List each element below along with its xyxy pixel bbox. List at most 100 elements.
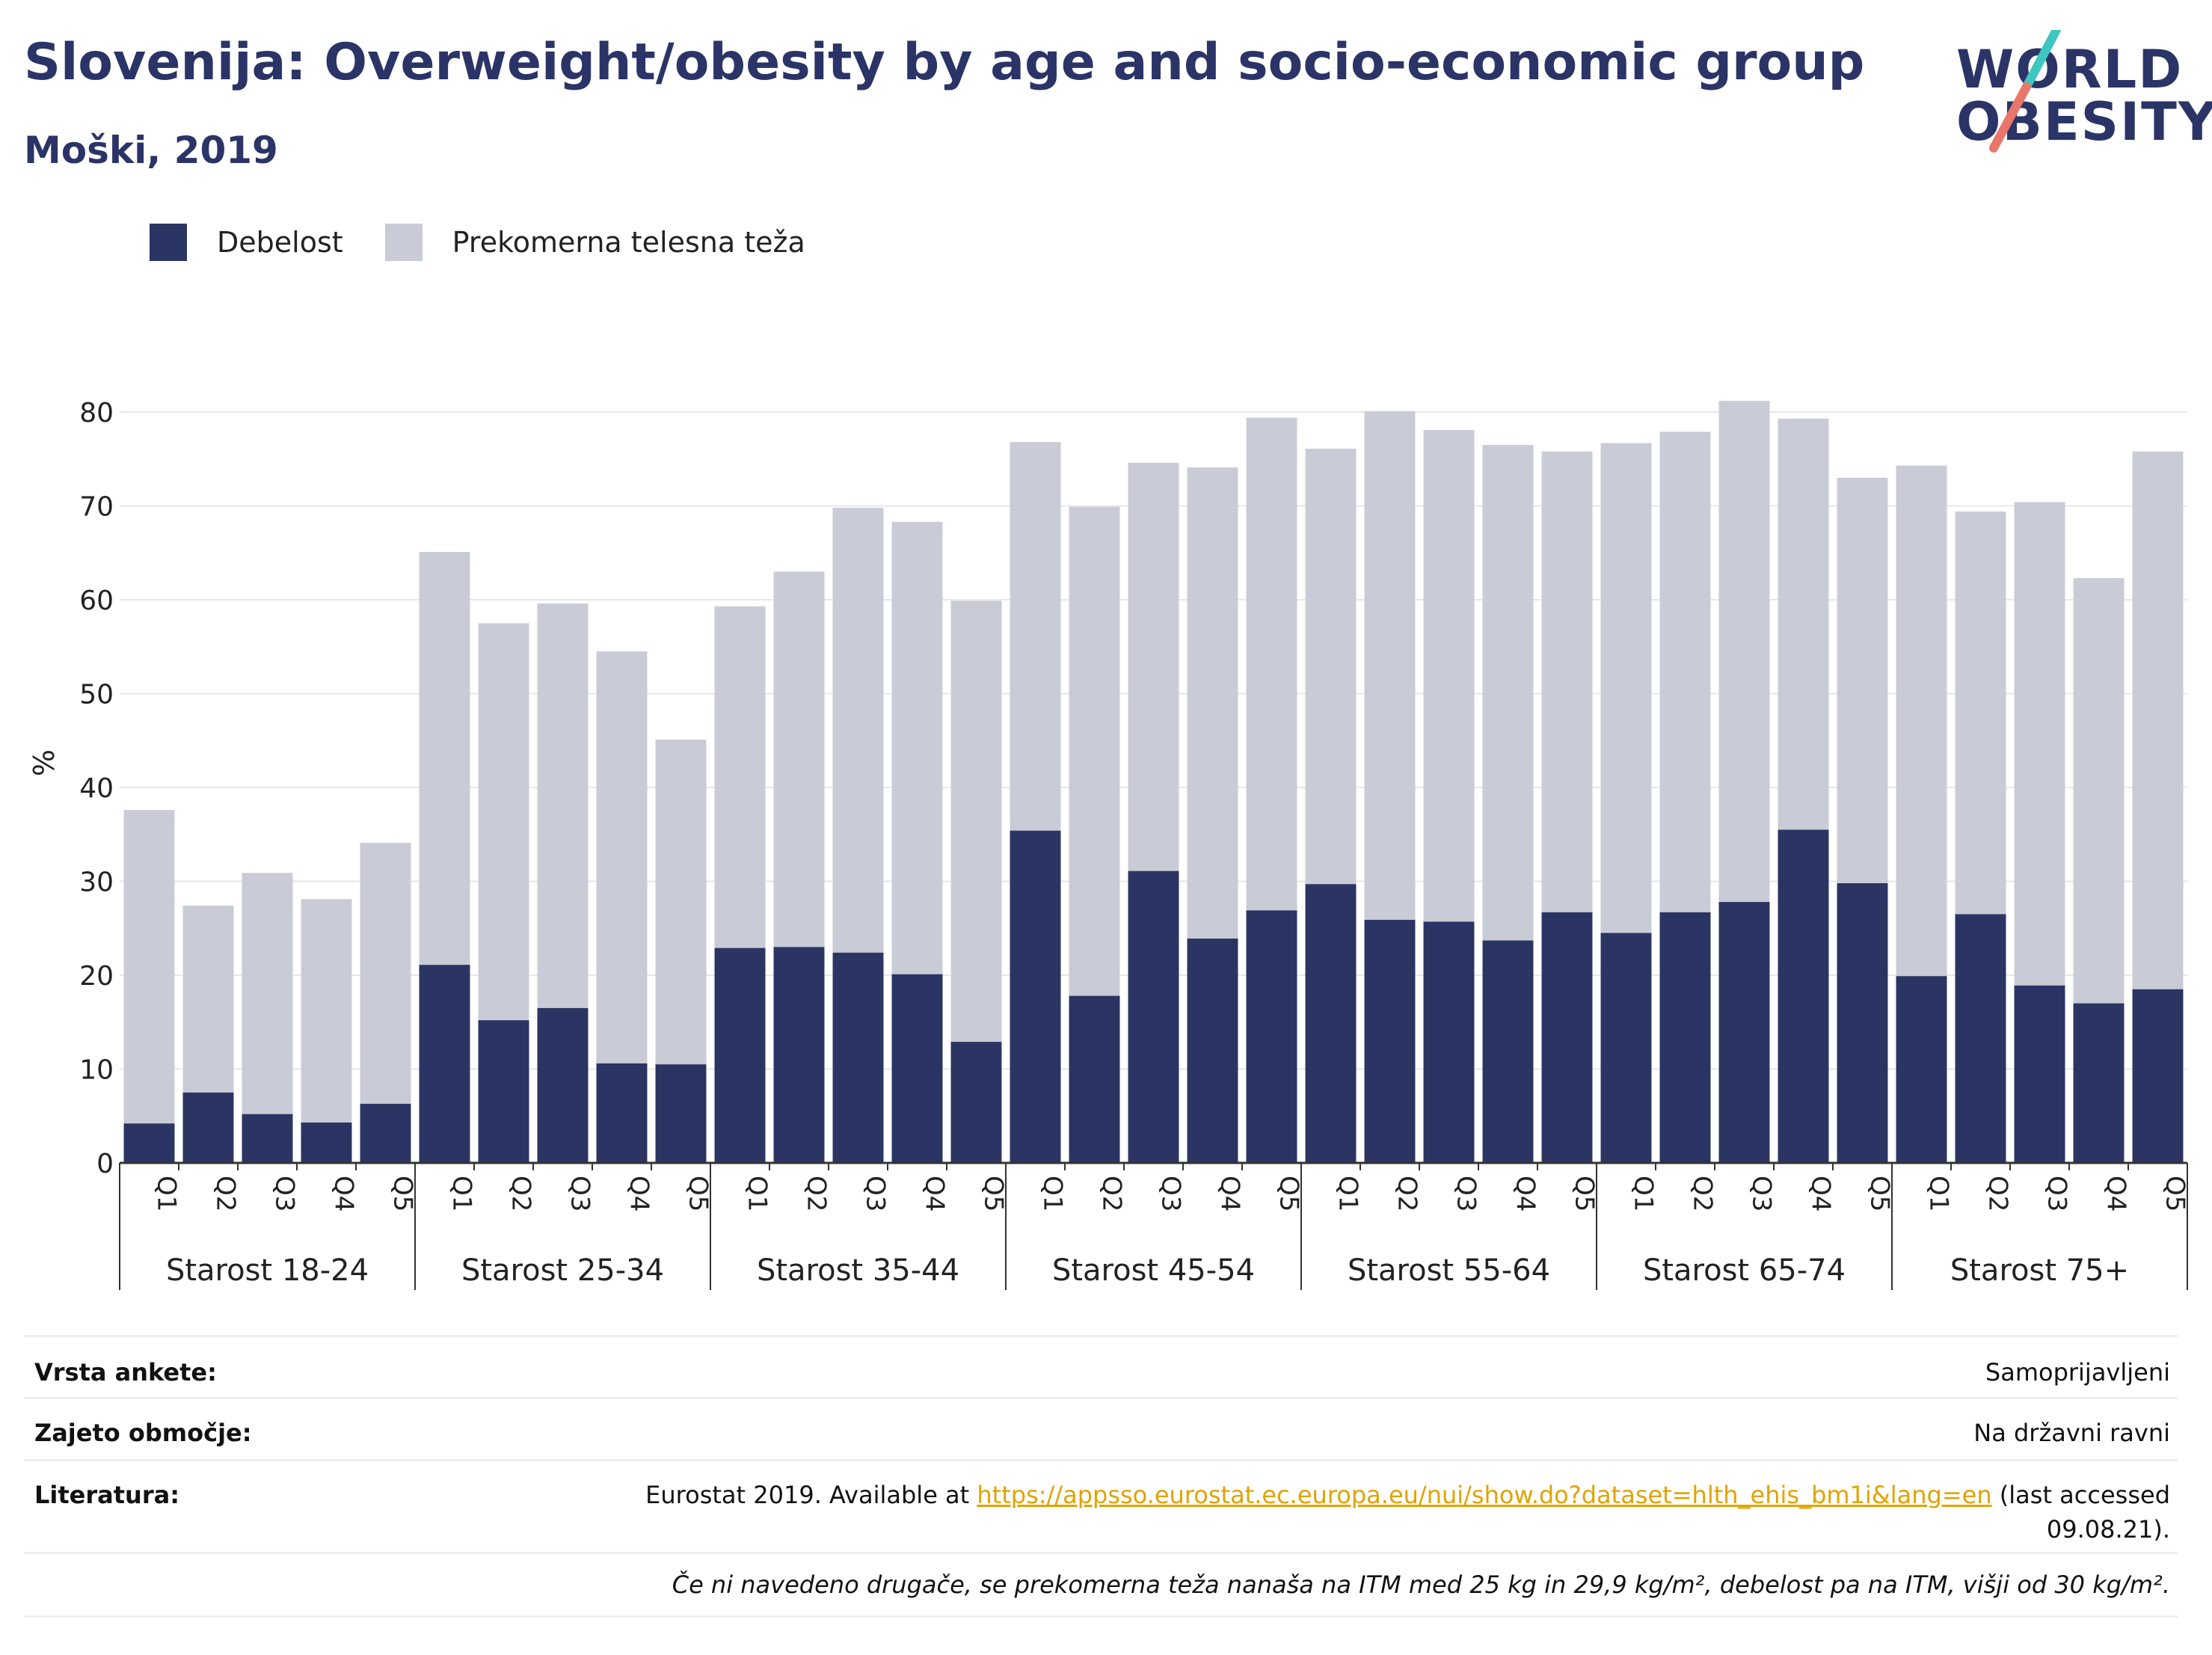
bar-obesity	[1482, 940, 1534, 1163]
stacked-bar-chart: 0 10 20 30 40 50 60 70 80% Q1 Q2 Q3 Q4 Q5 Starost 18-2…	[28, 398, 2190, 1290]
x-tick-label: Q1	[1629, 1176, 1659, 1212]
legend-label-overweight: Prekomerna telesna teža	[452, 226, 805, 259]
legend-label-obesity: Debelost	[217, 226, 343, 259]
meta-row-footnote: Če ni navedeno drugače, se prekomerna te…	[24, 1552, 2178, 1618]
y-tick-label: 50	[79, 680, 114, 710]
x-tick-label: Q3	[1156, 1176, 1186, 1212]
bar-obesity	[1659, 912, 1711, 1163]
bar-obesity	[1896, 976, 1947, 1163]
reference-label: Literatura:	[34, 1481, 179, 1509]
x-tick-label: Q3	[1451, 1176, 1481, 1212]
bar-obesity	[419, 965, 470, 1163]
bar-overweight	[301, 899, 352, 1163]
y-tick-label: 40	[79, 773, 114, 804]
bar-obesity	[1010, 830, 1061, 1163]
group-label: Starost 18-24	[166, 1253, 369, 1288]
x-tick-label: Q2	[1688, 1176, 1718, 1212]
bar-obesity	[1600, 933, 1652, 1163]
bar-obesity	[123, 1123, 175, 1163]
logo-slash-icon	[1989, 30, 2061, 153]
x-tick-label: Q5	[979, 1176, 1009, 1212]
group-label: Starost 45-54	[1052, 1253, 1255, 1288]
logo-line-1: WORLD	[1956, 39, 2184, 100]
bar-obesity	[1128, 871, 1179, 1163]
bar-obesity	[1423, 921, 1475, 1163]
bar-obesity	[1246, 910, 1297, 1163]
y-tick-label: 30	[79, 868, 114, 898]
y-tick-label: 70	[79, 492, 114, 523]
x-tick-label: Q3	[1747, 1176, 1777, 1212]
legend-swatch-obesity	[150, 224, 187, 261]
x-tick-label: Q4	[624, 1176, 654, 1212]
bar-obesity	[2132, 989, 2184, 1163]
x-tick-label: Q2	[802, 1176, 832, 1212]
x-tick-label: Q3	[270, 1176, 300, 1212]
group-label: Starost 75+	[1950, 1253, 2129, 1288]
bar-obesity	[1187, 939, 1238, 1163]
x-tick-label: Q3	[861, 1176, 891, 1212]
x-tick-label: Q4	[1215, 1176, 1245, 1212]
x-tick-label: Q1	[743, 1176, 772, 1212]
x-tick-label: Q5	[1570, 1176, 1600, 1212]
y-tick-label: 10	[79, 1055, 114, 1086]
x-tick-label: Q1	[447, 1176, 477, 1212]
x-tick-label: Q4	[329, 1176, 359, 1212]
reference-line: Eurostat 2019. Available at https://apps…	[645, 1481, 2170, 1509]
x-tick-label: Q3	[565, 1176, 595, 1212]
bar-obesity	[1305, 884, 1357, 1163]
x-tick-label: Q3	[2042, 1176, 2072, 1212]
bar-obesity	[1364, 919, 1416, 1163]
reference-suffix: (last accessed	[1991, 1481, 2170, 1509]
y-axis-title: %	[28, 749, 61, 776]
x-tick-label: Q4	[920, 1176, 950, 1212]
bar-obesity	[832, 952, 884, 1163]
bar-obesity	[1069, 995, 1120, 1163]
reference-link[interactable]: https://appsso.eurostat.ec.europa.eu/nui…	[977, 1481, 1992, 1509]
bar-obesity	[891, 974, 943, 1163]
reference-date: 09.08.21).	[2046, 1515, 2170, 1544]
bar-obesity	[537, 1007, 589, 1163]
y-tick-label: 20	[79, 961, 114, 992]
x-tick-label: Q5	[388, 1176, 418, 1212]
x-tick-label: Q5	[1274, 1176, 1304, 1212]
x-tick-label: Q2	[1983, 1176, 2013, 1212]
bar-obesity	[1837, 883, 1888, 1163]
reference-prefix: Eurostat 2019. Available at	[645, 1481, 977, 1509]
survey-type-value: Samoprijavljeni	[1985, 1358, 2170, 1387]
bar-obesity	[1541, 912, 1593, 1163]
x-tick-label: Q5	[2160, 1176, 2190, 1212]
x-tick-label: Q2	[211, 1176, 241, 1212]
world-obesity-logo: WORLD OBESITY	[1944, 30, 2212, 157]
group-label: Starost 35-44	[757, 1253, 959, 1288]
chart-title: Slovenija: Overweight/obesity by age and…	[24, 33, 1865, 92]
legend-swatch-overweight	[384, 224, 423, 261]
x-tick-label: Q5	[1865, 1176, 1895, 1212]
y-tick-label: 0	[96, 1149, 114, 1179]
bar-obesity	[1718, 902, 1770, 1163]
bar-obesity	[2073, 1003, 2125, 1163]
bar-overweight	[123, 810, 175, 1163]
x-tick-label: Q2	[506, 1176, 536, 1212]
bar-obesity	[596, 1063, 648, 1163]
bar-obesity	[2014, 985, 2065, 1163]
bar-obesity	[242, 1114, 293, 1163]
x-tick-label: Q1	[1038, 1176, 1068, 1212]
coverage-label: Zajeto območje:	[34, 1419, 252, 1447]
bar-obesity	[950, 1042, 1002, 1163]
y-tick-label: 80	[79, 398, 114, 429]
chart-subtitle: Moški, 2019	[24, 129, 278, 172]
group-label: Starost 55-64	[1348, 1253, 1550, 1288]
bar-obesity	[1955, 914, 2006, 1163]
bar-obesity	[773, 947, 825, 1163]
bar-obesity	[1778, 829, 1829, 1163]
x-tick-label: Q1	[152, 1176, 182, 1212]
meta-row-survey: Vrsta ankete: Samoprijavljeni	[24, 1335, 2178, 1397]
bar-obesity	[478, 1020, 529, 1163]
x-tick-label: Q1	[1924, 1176, 1954, 1212]
chart-legend: Debelost Prekomerna telesna teža	[150, 221, 847, 263]
x-tick-label: Q4	[1806, 1176, 1836, 1212]
coverage-value: Na državni ravni	[1973, 1419, 2170, 1447]
bar-obesity	[360, 1103, 411, 1163]
survey-type-label: Vrsta ankete:	[34, 1358, 217, 1387]
x-tick-label: Q2	[1392, 1176, 1422, 1212]
